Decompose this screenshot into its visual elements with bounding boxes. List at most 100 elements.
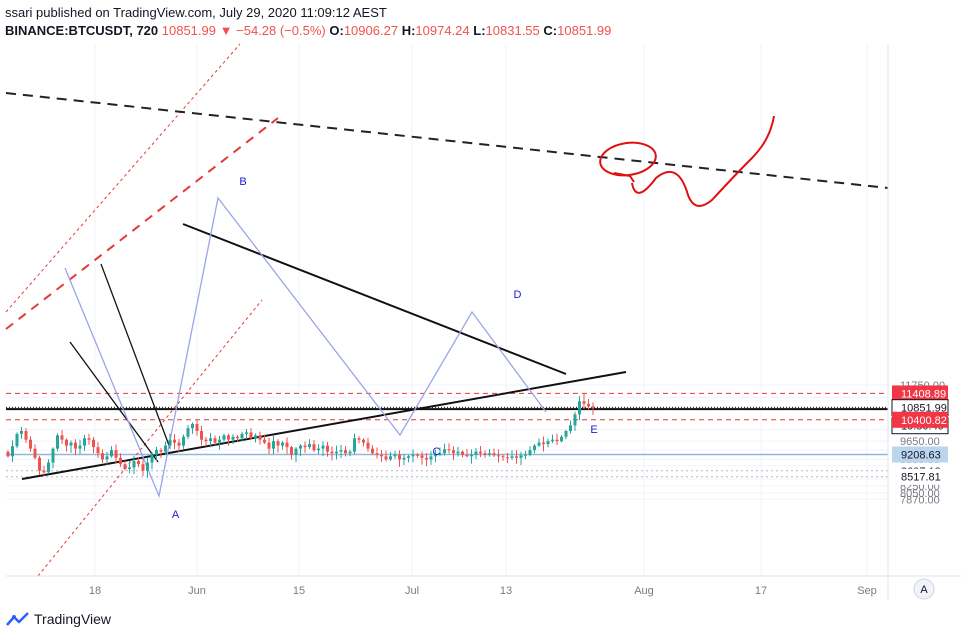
price-change: −54.28 (−0.5%) [236,23,326,38]
price-label-text: 10851.99 [901,403,947,415]
candle-body [429,456,433,460]
time-tick-label: 18 [89,585,101,597]
candle-body [29,439,32,449]
candle-body [560,436,563,442]
candle-body [146,462,149,471]
candle-body [461,451,464,455]
time-axis: 18 Jun 15 Jul 13 Aug 17 Sep [89,585,877,597]
abcde-pattern [64,196,547,499]
horizontal-levels [6,392,888,478]
candle-body [524,454,527,456]
candle-body [209,438,212,442]
candle-body [497,455,500,457]
candle-body [105,456,109,460]
candle-body [33,448,37,458]
candle-body [573,414,577,426]
candle-body [578,401,581,415]
candle-body [276,441,280,446]
candle-body [290,447,293,455]
candle-body [551,439,554,442]
candle-body [155,450,158,455]
time-tick-label: Sep [857,585,877,597]
candle-body [587,403,590,407]
pattern-label-c: C [433,446,441,458]
pattern-labels: A B C D E [172,176,598,521]
candle-body [164,445,167,452]
candle-body [177,442,181,446]
candle-body [267,442,271,449]
candle-body [465,454,469,457]
candle-body [362,439,365,443]
candle-body [434,454,437,457]
price-label-box [892,446,948,463]
candle-body [506,457,509,459]
candle-body [348,451,352,454]
candle-body [312,444,316,451]
publisher-line: ssari published on TradingView.com, July… [5,5,387,20]
high-value: 10974.24 [415,23,470,38]
candle-body [375,453,379,455]
candle-body [303,445,307,448]
candle-body [470,454,473,457]
candle-body [591,406,595,408]
red-channel-dotted-lower [37,299,263,577]
pattern-label-a: A [172,509,180,521]
candle-body [240,433,244,439]
candle-body [582,401,586,404]
symbol-label: BINANCE:BTCUSDT, 720 [5,23,159,38]
candle-body [78,445,82,449]
price-label-box [892,468,948,485]
candle-body [38,457,41,471]
candle-body [101,453,104,460]
chart-header: ssari published on TradingView.com, July… [5,4,611,39]
candle-body [483,453,487,455]
candle-body [56,435,59,449]
candle-body [119,457,122,465]
candle-body [533,445,536,451]
price-label-box [892,385,948,402]
candle-body [42,470,46,473]
candle-body [20,431,23,434]
candle-body [357,438,361,440]
pattern-label-d: D [514,289,522,301]
candle-body [299,445,302,449]
plot-area[interactable] [6,44,888,576]
auto-scale-button[interactable]: A [913,578,935,600]
candle-body [384,456,388,460]
candle-body [11,446,14,457]
time-tick-label: Jun [188,585,206,597]
candle-body [452,450,455,454]
candle-body [492,453,496,456]
auto-scale-label: A [920,584,928,596]
time-tick-label: 17 [755,585,767,597]
candle-body [407,456,410,458]
candle-body [15,433,19,447]
candle-body [204,439,208,442]
candle-body [128,467,131,470]
candle-body [263,439,266,443]
close-label: C: [543,23,558,38]
candle-body [186,428,190,437]
candle-body [317,448,320,451]
candle-body [258,435,262,440]
price-tick-label: 9650.00 [900,436,940,448]
candle-body [195,423,199,432]
open-label: O: [329,23,344,38]
candle-body [479,451,482,454]
candle-body [245,432,248,434]
trend-drawings [5,43,889,577]
candle-body [542,442,545,445]
brand-name: TradingView [34,611,112,627]
red-channel-dotted-upper [5,43,241,313]
candle-body [254,435,257,439]
low-value: 10831.55 [485,23,540,38]
candle-body [87,438,91,440]
candle-body [173,439,176,443]
price-label-box [892,411,948,428]
candle-body [74,442,77,449]
candle-body [272,441,275,449]
candle-body [537,442,541,446]
price-label-text: 9208.63 [901,449,941,461]
candle-body [366,442,370,449]
